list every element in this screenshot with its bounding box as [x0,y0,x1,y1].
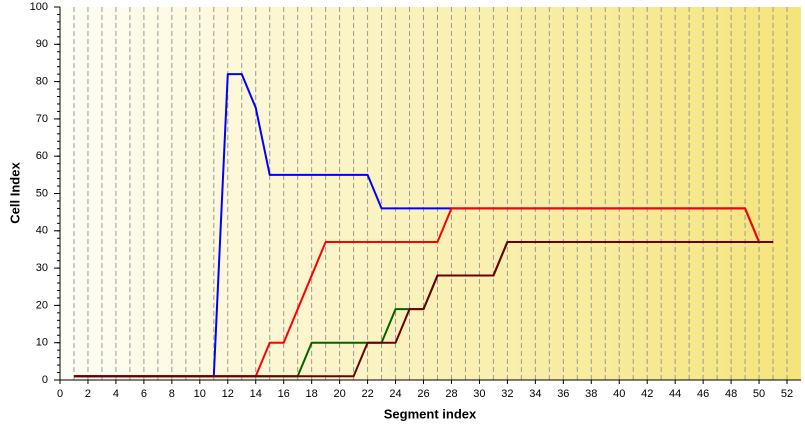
x-tick-label: 38 [585,388,597,400]
x-tick-label: 26 [417,388,429,400]
x-tick-label: 46 [697,388,709,400]
y-tick-label: 80 [36,76,48,88]
x-tick-label: 20 [333,388,345,400]
y-tick-label: 40 [36,225,48,237]
x-tick-label: 2 [85,388,91,400]
x-tick-label: 16 [278,388,290,400]
y-tick-label: 70 [36,113,48,125]
x-tick-label: 34 [529,388,541,400]
x-tick-label: 10 [194,388,206,400]
y-tick-label: 50 [36,187,48,199]
line [73,240,774,378]
x-tick-label: 42 [641,388,653,400]
x-axis-label: Segment index [384,406,477,421]
x-tick-label: 44 [669,388,681,400]
x-tick-label: 30 [473,388,485,400]
x-tick-label: 12 [222,388,234,400]
x-tick-label: 14 [250,388,262,400]
x-tick-label: 40 [613,388,625,400]
y-tick-label: 60 [36,150,48,162]
y-tick-label: 30 [36,262,48,274]
y-tick-label: 90 [36,38,48,50]
plot-area [60,7,801,380]
x-tick-label: 18 [306,388,318,400]
x-tick-label: 0 [57,388,63,400]
x-tick-label: 48 [725,388,737,400]
x-tick-label: 22 [361,388,373,400]
y-tick-label: 20 [36,299,48,311]
x-tick-label: 6 [141,388,147,400]
y-tick-label: 0 [42,374,48,386]
x-tick-label: 28 [445,388,457,400]
y-axis-label: Cell Index [7,162,22,224]
x-tick-label: 24 [389,388,401,400]
x-tick-label: 50 [753,388,765,400]
x-tick-label: 36 [557,388,569,400]
y-tick-label: 100 [30,1,48,13]
x-tick-label: 8 [169,388,175,400]
x-tick-label: 4 [113,388,119,400]
x-tick-label: 32 [501,388,513,400]
y-tick-label: 10 [36,337,48,349]
x-tick-label: 52 [781,388,793,400]
